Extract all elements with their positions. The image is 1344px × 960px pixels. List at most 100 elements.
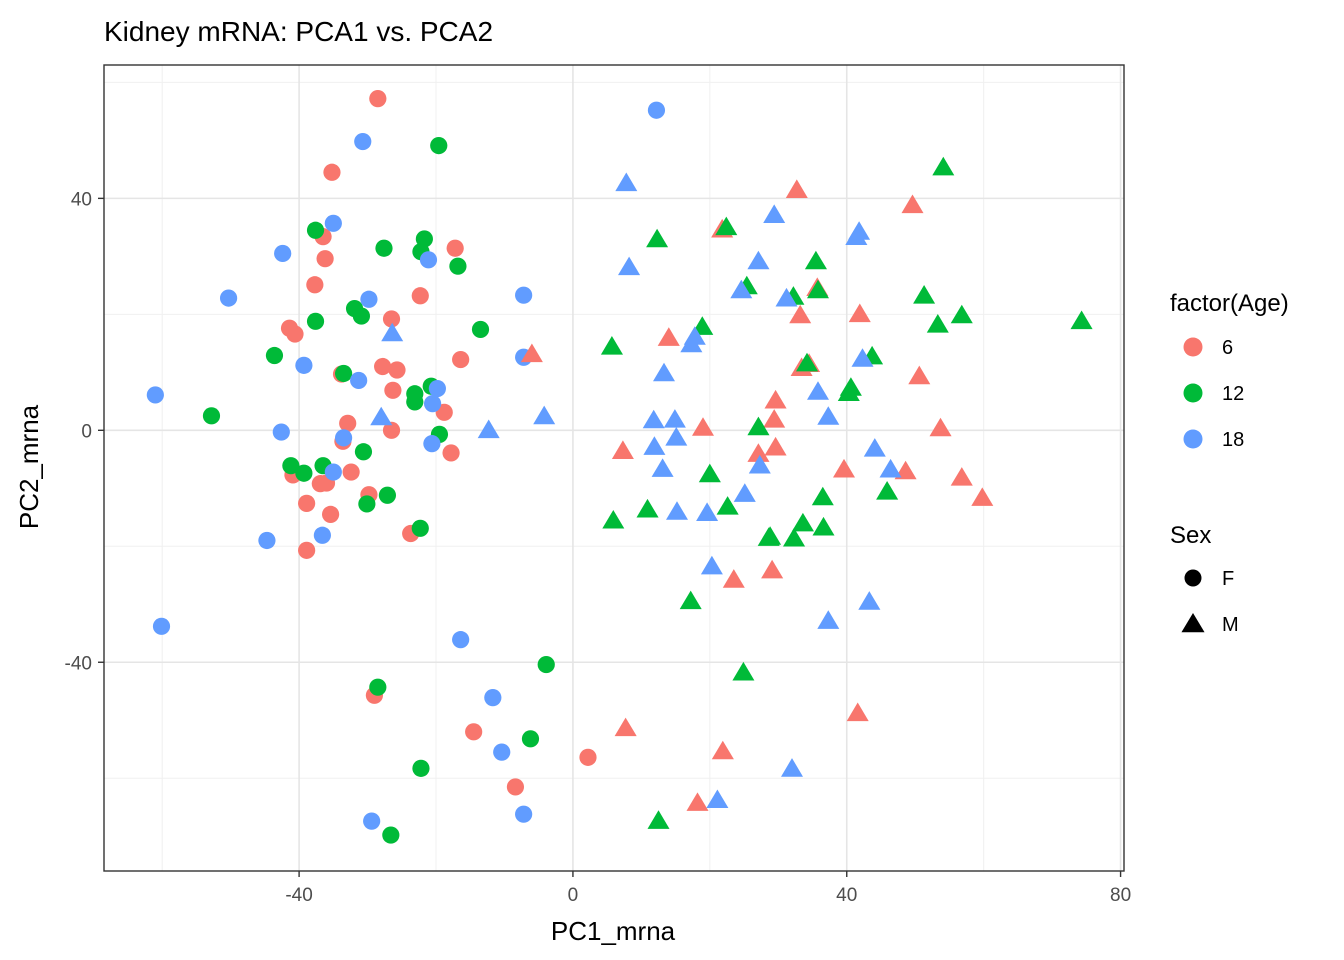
data-point-triangle [642,409,665,429]
data-point-circle [298,541,316,559]
data-point-triangle [757,527,780,546]
data-point-triangle [950,467,973,486]
data-point-triangle [646,228,669,248]
data-point-circle [384,381,402,399]
legend-key-age-18 [1183,429,1203,449]
data-point-circle [406,393,424,411]
data-point-circle [295,464,313,482]
data-point-triangle [804,250,827,270]
data-point-triangle [732,661,755,681]
legend-label-sex: M [1222,614,1239,636]
data-point-circle [369,678,387,696]
data-point-circle [202,407,221,425]
data-point-triangle [696,502,719,521]
data-point-triangle [848,303,871,323]
data-point-circle [272,423,290,441]
data-point-triangle [932,156,955,176]
data-point-triangle [643,436,666,455]
data-point-triangle [647,810,670,829]
data-point-triangle [781,758,803,777]
data-point-circle [484,689,502,707]
data-point-circle [382,310,401,328]
data-point-circle [442,444,460,462]
data-point-triangle [381,322,404,342]
data-point-circle [446,239,464,257]
data-point-circle [146,386,164,404]
data-point-circle [342,463,360,481]
data-point-triangle [716,496,739,515]
data-point-triangle [833,458,855,478]
data-point-triangle [686,792,709,811]
data-point-triangle [913,285,936,304]
data-point-triangle [763,204,786,223]
data-point-triangle [761,559,784,579]
data-point-triangle [663,409,686,428]
data-point-triangle [602,510,625,529]
data-point-triangle [747,250,770,270]
x-tick-label: 80 [1110,885,1131,906]
data-point-circle [423,395,442,413]
plot-panel-border [103,64,1125,872]
data-point-triangle [618,256,641,276]
data-point-circle [306,312,325,330]
data-point-triangle [796,352,819,372]
data-point-triangle [807,381,829,400]
data-point-triangle [926,314,949,333]
legend: factor(Age) Sex 6 12 18 F M [1170,290,1289,636]
data-point-circle [430,137,448,155]
data-point-triangle [722,569,745,588]
data-point-circle [412,759,430,777]
chart-title: Kidney mRNA: PCA1 vs. PCA2 [104,16,493,47]
data-point-circle [465,723,483,741]
data-point-triangle [971,487,994,506]
data-point-triangle [651,458,674,477]
data-point-circle [354,132,372,151]
data-point-triangle [657,327,680,346]
data-point-triangle [845,226,868,245]
data-point-circle [375,239,393,257]
data-point-triangle [764,436,787,456]
data-point-triangle [679,590,702,610]
data-point-triangle [698,463,721,483]
y-tick-label: -40 [65,653,92,674]
data-point-triangle [715,216,738,236]
data-point-triangle [666,501,688,520]
data-point-circle [354,443,373,461]
data-point-circle [452,350,470,369]
data-point-triangle [811,486,834,506]
data-point-triangle [1070,310,1093,330]
legend-label-age: 18 [1222,429,1244,451]
data-point-triangle [370,406,393,426]
data-point-triangle [748,454,771,474]
data-point-circle [382,826,400,844]
data-point-circle [286,325,304,343]
data-point-triangle [817,406,840,425]
data-point-circle [334,364,353,383]
data-point-triangle [863,438,886,457]
data-point-triangle [665,427,688,446]
data-point-circle [324,463,342,481]
data-point-circle [515,286,533,304]
data-point-circle [411,287,429,305]
data-point-triangle [807,279,829,299]
data-point-triangle [783,527,806,547]
data-point-triangle [733,483,756,502]
data-point-circle [537,655,555,674]
data-point-circle [369,90,387,108]
data-point-circle [313,526,331,544]
data-point-circle [334,429,353,447]
x-tick-label: 0 [568,885,579,906]
data-point-circle [647,101,666,119]
data-point-triangle [929,417,952,437]
shape-legend-title: Sex [1170,522,1211,549]
data-point-circle [363,812,381,830]
legend-label-sex: F [1222,568,1234,590]
data-point-circle [493,743,511,761]
data-point-triangle [636,498,659,518]
data-point-triangle [901,194,924,214]
data-point-circle [265,346,284,365]
x-tick-label: -40 [285,885,312,906]
data-point-circle [521,730,540,748]
data-point-circle [428,379,446,398]
